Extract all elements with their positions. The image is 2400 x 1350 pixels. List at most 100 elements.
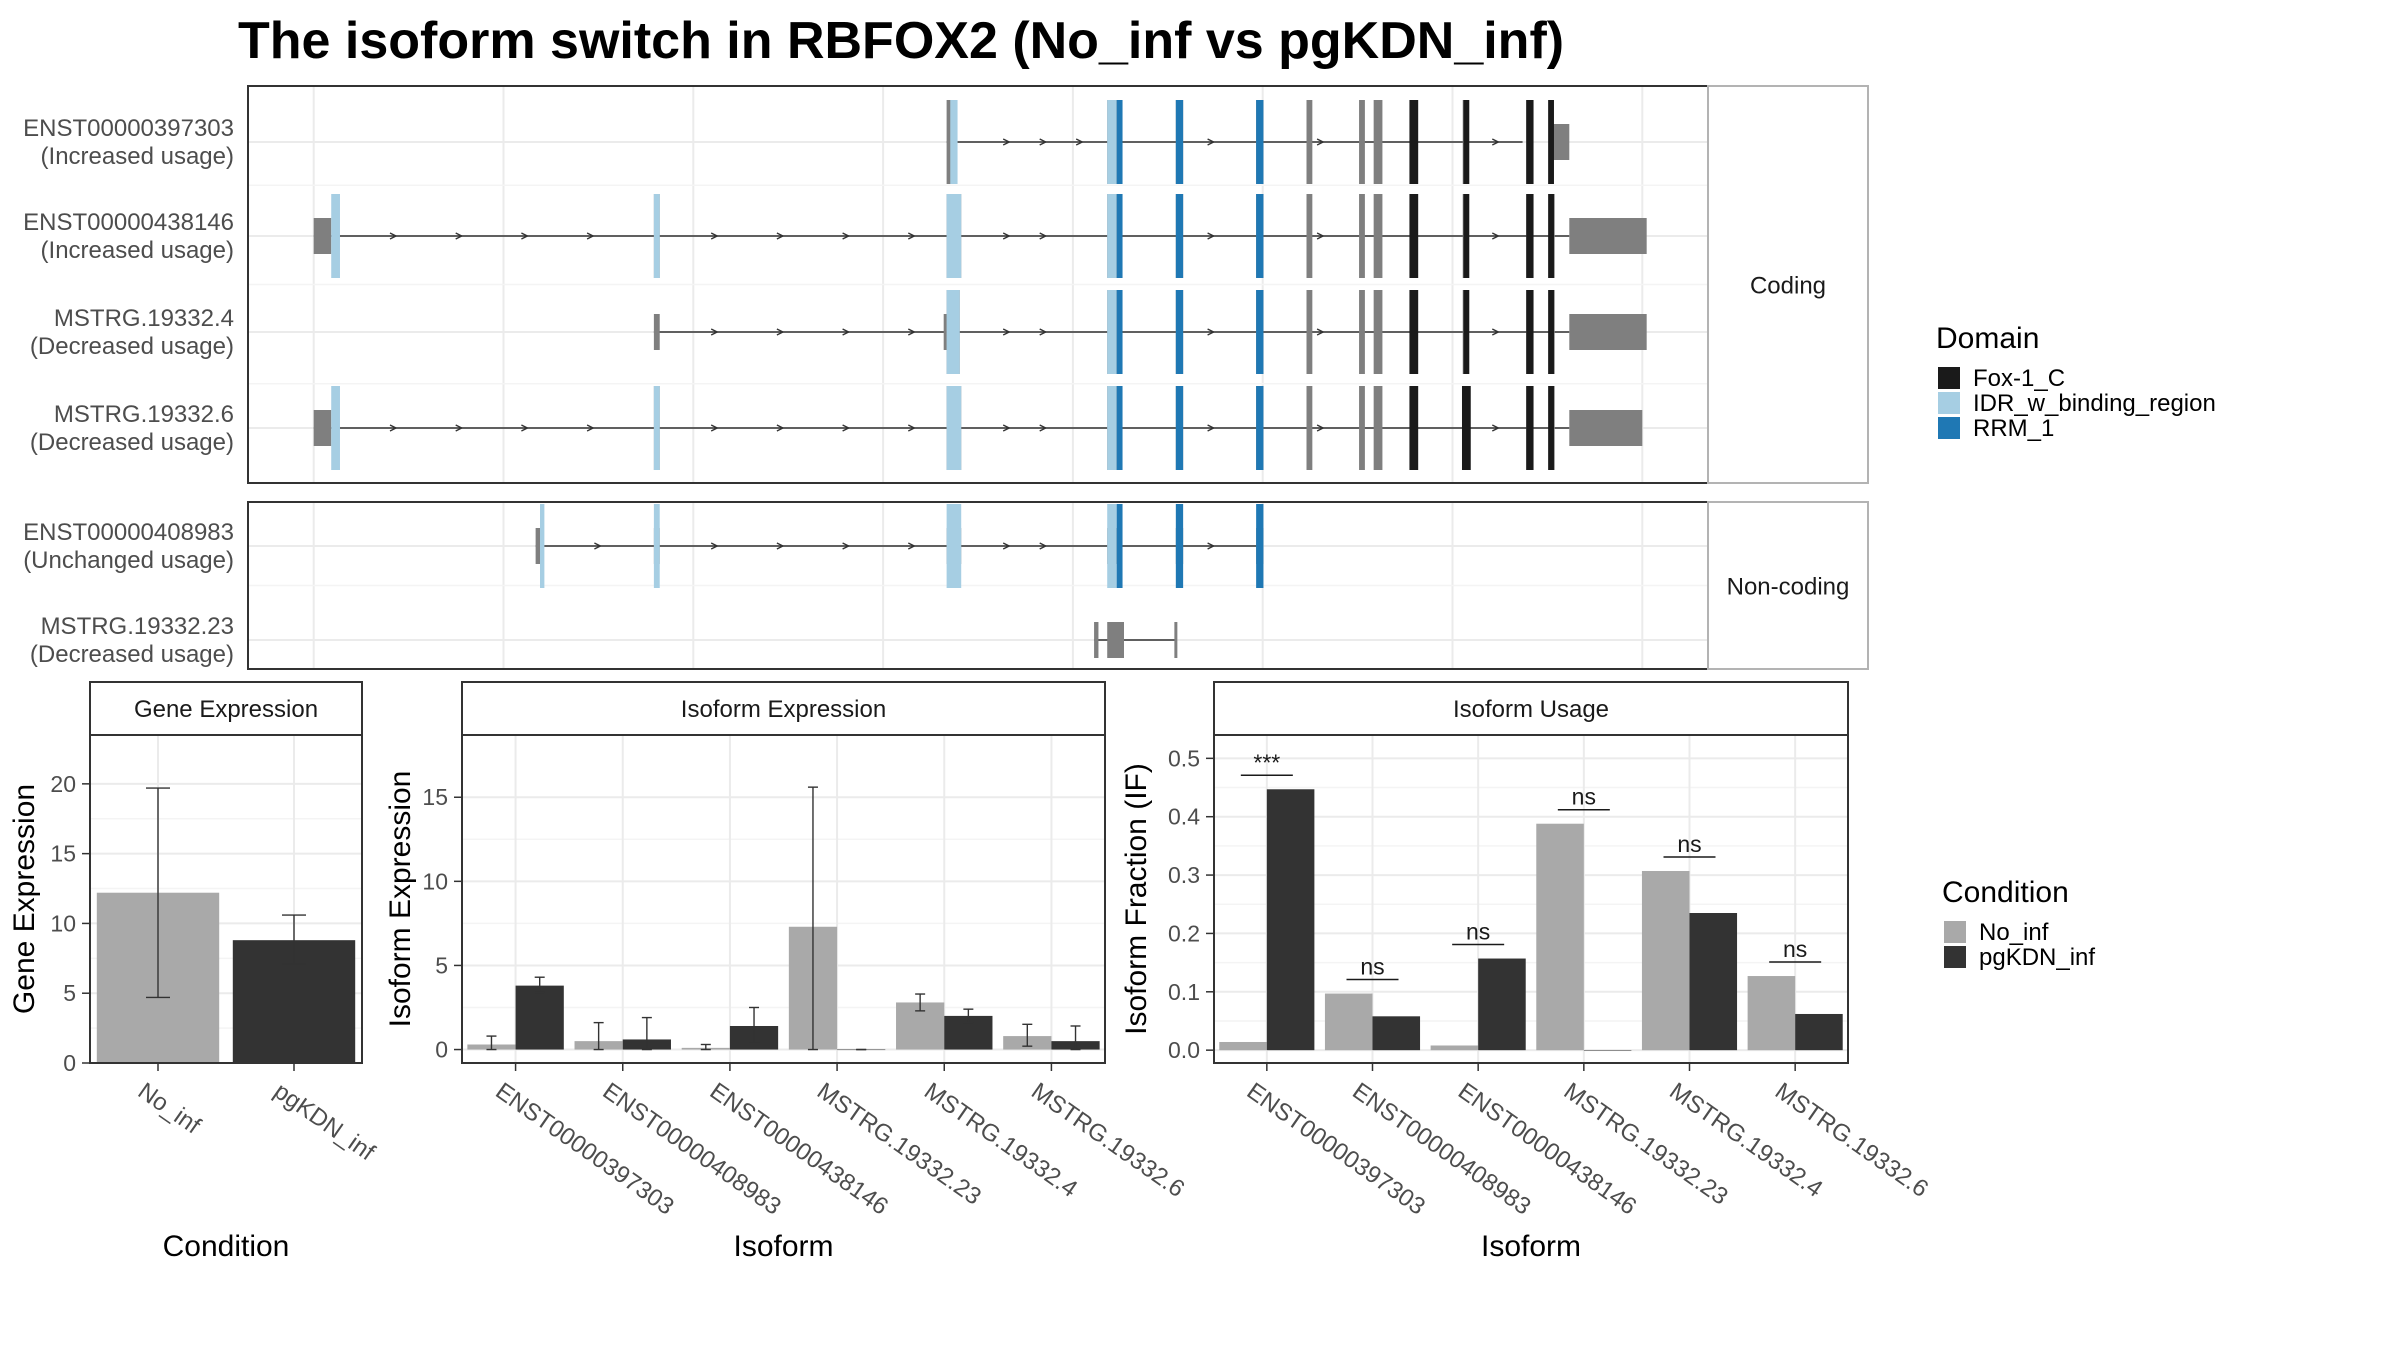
domain-Fox-1_C <box>1461 386 1471 470</box>
exon <box>313 410 332 446</box>
y-tick-label: 15 <box>422 784 448 810</box>
domain-IDR_w_binding_region <box>950 100 958 184</box>
exon <box>653 314 660 350</box>
strand-arrow <box>1491 328 1500 336</box>
domain-RRM_1 <box>1116 290 1123 374</box>
domain-RRM_1 <box>1256 386 1264 470</box>
transcript-usage-label: (Increased usage) <box>41 143 234 170</box>
bar-No_inf <box>1430 1045 1479 1051</box>
x-axis-title: Condition <box>163 1230 290 1263</box>
domain-Fox-1_C <box>1526 386 1534 470</box>
exon <box>943 314 947 350</box>
y-tick-label: 0.3 <box>1168 862 1200 888</box>
structure-panel-1: Non-coding <box>247 501 1869 670</box>
domain-IDR_w_binding_region <box>946 194 962 278</box>
domain-RRM_1 <box>1256 290 1264 374</box>
significance-label: ns <box>1677 831 1701 857</box>
domain-Fox-1_C <box>1463 290 1470 374</box>
exon <box>1373 100 1383 184</box>
transcript-usage-label: (Increased usage) <box>41 237 234 264</box>
domain-RRM_1 <box>1175 290 1184 374</box>
strand-arrow <box>710 424 719 432</box>
exon <box>1359 290 1365 374</box>
domain-Fox-1_C <box>1548 194 1554 278</box>
domain-RRM_1 <box>1256 100 1264 184</box>
domain-IDR_w_binding_region <box>1107 290 1117 374</box>
x-tick-label: pgKDN_inf <box>269 1078 380 1167</box>
strand-arrow <box>776 424 785 432</box>
strand-arrow <box>907 424 916 432</box>
transcript-id-label: MSTRG.19332.4 <box>54 305 234 332</box>
exon <box>1359 194 1365 278</box>
domain-Fox-1_C <box>1409 290 1419 374</box>
legend-key-Fox-1_C <box>1938 367 1960 389</box>
strand-arrow <box>389 424 398 432</box>
x-tick-label: ENST00000397303 <box>1242 1078 1430 1221</box>
strand-arrow <box>776 232 785 240</box>
domain-IDR_w_binding_region <box>1107 100 1117 184</box>
transcript-ENST00000397303 <box>946 100 1570 184</box>
exon <box>535 528 543 564</box>
strand-arrow <box>907 232 916 240</box>
x-tick-label: ENST00000408983 <box>598 1078 786 1221</box>
legend-key-RRM_1 <box>1938 417 1960 439</box>
domain-Fox-1_C <box>1548 290 1554 374</box>
domain-Fox-1_C <box>1526 290 1534 374</box>
bar-pgKDN_inf <box>1795 1013 1843 1051</box>
exon <box>1569 218 1647 254</box>
facet-strip <box>89 681 363 736</box>
legend-label: No_inf <box>1979 919 2049 946</box>
strand-arrow <box>776 328 785 336</box>
strand-arrow <box>1207 542 1216 550</box>
strand-arrow <box>1039 232 1048 240</box>
strand-arrow <box>521 232 529 240</box>
strand-arrow <box>1491 232 1500 240</box>
domain-RRM_1 <box>1175 504 1184 588</box>
exon <box>1359 100 1365 184</box>
facet-strip <box>1707 85 1869 484</box>
y-tick-label: 0.0 <box>1168 1037 1200 1063</box>
domain-RRM_1 <box>1256 504 1264 588</box>
strand-arrow <box>1002 138 1011 146</box>
x-tick-label: No_inf <box>133 1078 206 1140</box>
y-tick-label: 0.2 <box>1168 920 1200 946</box>
exon <box>1306 386 1313 470</box>
strand-arrow <box>1039 424 1048 432</box>
domain-RRM_1 <box>1116 504 1123 588</box>
strand-arrow <box>710 328 719 336</box>
facet-strip <box>461 681 1106 736</box>
strand-arrow <box>710 232 719 240</box>
legend-label: Fox-1_C <box>1973 365 2065 392</box>
transcript-id-label: ENST00000438146 <box>23 209 234 236</box>
domain-IDR_w_binding_region <box>331 194 340 278</box>
domain-legend-title: Domain <box>1936 322 2039 355</box>
strand-arrow <box>1207 232 1216 240</box>
exon <box>1373 194 1383 278</box>
domain-Fox-1_C <box>1526 100 1534 184</box>
domain-IDR_w_binding_region <box>1107 504 1117 588</box>
facet-strip-label: Non-coding <box>1727 574 1850 601</box>
domain-RRM_1 <box>1175 194 1184 278</box>
transcript-id-label: MSTRG.19332.6 <box>54 401 234 428</box>
strand-arrow <box>842 424 851 432</box>
bar-No_inf <box>1324 993 1373 1051</box>
domain-IDR_w_binding_region <box>946 504 962 588</box>
bar-charts: Gene Expression 0 5 10 15 20 No_inf pgKDN_inf Co… <box>8 681 1933 1263</box>
domain-IDR_w_binding_region <box>653 386 660 470</box>
transcript-MSTRG.19332.6 <box>313 386 1643 470</box>
strand-arrow <box>1316 424 1325 432</box>
facet-strip-label: Gene Expression <box>134 696 318 723</box>
exon <box>1107 622 1124 658</box>
strand-arrow <box>1316 138 1325 146</box>
exon <box>1553 124 1562 160</box>
strand-arrow <box>1207 138 1216 146</box>
strand-arrow <box>776 542 785 550</box>
y-tick-label: 0.1 <box>1168 979 1200 1005</box>
significance-label: ns <box>1360 954 1384 980</box>
significance-label: ns <box>1572 784 1596 810</box>
legend-label: IDR_w_binding_region <box>1973 390 2216 417</box>
strand-arrow <box>842 328 851 336</box>
figure-title: The isoform switch in RBFOX2 (No_inf vs … <box>238 12 1564 70</box>
domain-RRM_1 <box>1116 194 1123 278</box>
